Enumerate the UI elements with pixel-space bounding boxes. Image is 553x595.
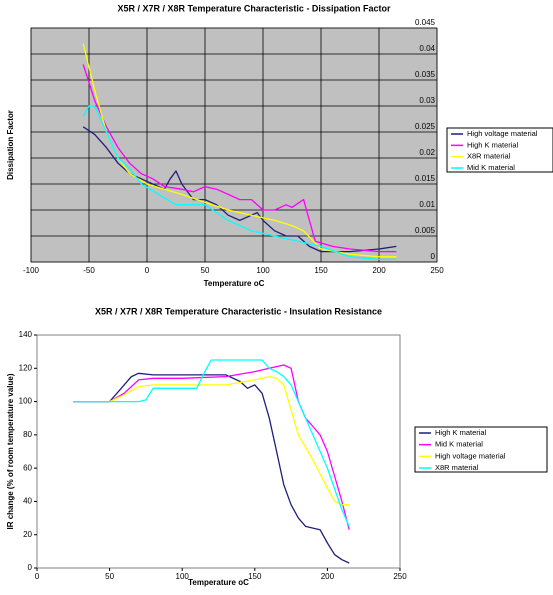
y-tick-label: 0.01 xyxy=(419,200,435,209)
series-line xyxy=(73,359,350,527)
y-tick-label: 140 xyxy=(19,330,33,339)
y-tick-label: 120 xyxy=(19,363,33,372)
y-tick-label: 0.04 xyxy=(419,44,435,53)
x-tick-label: 200 xyxy=(372,266,386,275)
y-tick-label: 40 xyxy=(23,497,32,506)
legend-box xyxy=(414,426,548,473)
series-line xyxy=(109,375,350,506)
legend-box xyxy=(446,127,553,173)
y-tick-label: 0.045 xyxy=(415,18,436,27)
x-tick-label: 150 xyxy=(314,266,328,275)
y-tick-label: 100 xyxy=(19,397,33,406)
legend-label: High voltage material xyxy=(435,451,506,460)
series-line xyxy=(73,372,350,564)
x-tick-label: 150 xyxy=(248,572,262,581)
y-tick-label: 0.035 xyxy=(415,70,436,79)
legend: High K material Mid K material High voltag… xyxy=(414,426,548,473)
x-tick-label: 250 xyxy=(430,266,444,275)
chart-title: X5R / X7R / X8R Temperature Characterist… xyxy=(95,306,382,316)
y-axis-title: IR change (% of room temperature value) xyxy=(6,373,15,529)
plot-area xyxy=(30,27,438,263)
x-tick-label: 50 xyxy=(105,572,114,581)
x-tick-label: -50 xyxy=(83,266,95,275)
plot-area xyxy=(36,334,401,569)
x-tick-label: 100 xyxy=(256,266,270,275)
series-line xyxy=(82,105,397,261)
legend-label: X8R material xyxy=(467,152,511,161)
y-tick-label: 0.03 xyxy=(419,96,435,105)
x-tick-label: 50 xyxy=(201,266,210,275)
y-tick-label: 0.005 xyxy=(415,226,436,235)
x-axis-title: Temperature oC xyxy=(188,578,249,587)
y-tick-label: 60 xyxy=(23,463,32,472)
y-tick-label: 20 xyxy=(23,530,32,539)
y-tick-label: 0 xyxy=(28,563,33,572)
y-tick-label: 80 xyxy=(23,430,32,439)
series-line xyxy=(82,64,397,253)
y-axis-title: Dissipation Factor xyxy=(6,110,15,180)
chart-title: X5R / X7R / X8R Temperature Characterist… xyxy=(118,3,391,13)
legend-label: X8R material xyxy=(435,463,479,472)
x-axis-title: Temperature oC xyxy=(204,279,265,288)
legend-label: High K material xyxy=(435,428,487,437)
legend-label: High K material xyxy=(467,140,519,149)
legend-label: Mid K material xyxy=(467,163,515,172)
x-tick-label: 200 xyxy=(321,572,335,581)
legend: High voltage material High K material X8R … xyxy=(446,127,553,173)
y-tick-label: 0.02 xyxy=(419,148,435,157)
x-tick-label: 100 xyxy=(176,572,190,581)
x-tick-label: -100 xyxy=(23,266,40,275)
y-tick-label: 0.015 xyxy=(415,174,436,183)
x-tick-label: 0 xyxy=(35,572,40,581)
y-tick-label: 0.025 xyxy=(415,122,436,131)
series-line xyxy=(109,364,350,530)
x-tick-label: 0 xyxy=(145,266,150,275)
legend-label: High voltage material xyxy=(467,129,538,138)
x-tick-label: 250 xyxy=(393,572,407,581)
legend-label: Mid K material xyxy=(435,440,483,449)
y-tick-label: 0 xyxy=(431,252,436,261)
